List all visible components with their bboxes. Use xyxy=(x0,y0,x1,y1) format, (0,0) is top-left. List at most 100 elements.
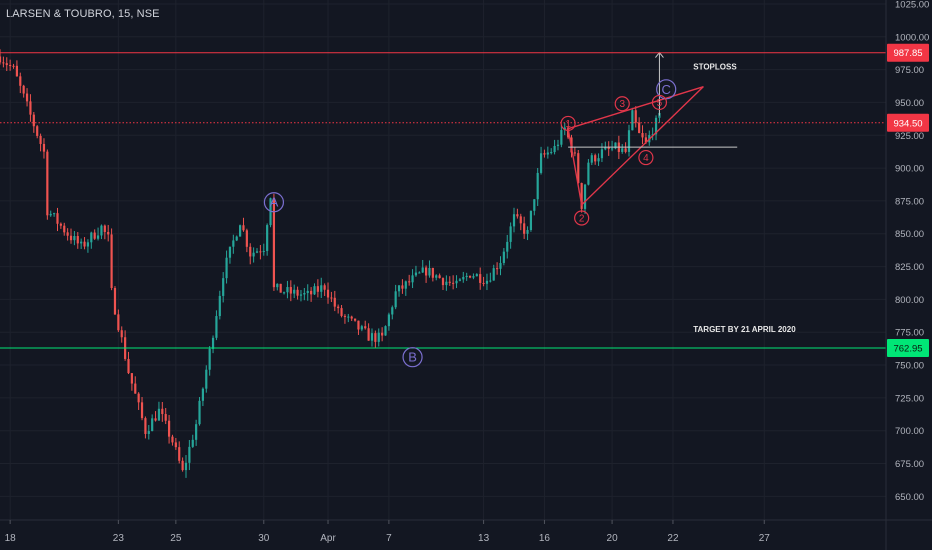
candle-body xyxy=(49,213,52,216)
candle-body xyxy=(5,63,8,66)
candle-body xyxy=(604,147,607,150)
candle-body xyxy=(184,462,188,471)
candle-body xyxy=(255,251,259,253)
candle-body xyxy=(394,291,397,308)
candle-body xyxy=(266,225,269,251)
price-tag xyxy=(887,43,929,62)
candle-body xyxy=(225,257,228,279)
candle-body xyxy=(39,135,42,144)
wave-label: 2 xyxy=(579,213,585,224)
candle-body xyxy=(178,447,181,461)
chart-title: LARSEN & TOUBRO, 15, NSE xyxy=(6,8,160,20)
candle-body xyxy=(387,314,390,327)
candle-body xyxy=(235,236,238,241)
candle-body xyxy=(421,267,424,273)
x-tick-label: 27 xyxy=(759,533,771,544)
wave-label-circle xyxy=(263,192,285,213)
candle-body xyxy=(452,282,455,284)
x-tick-label: 18 xyxy=(5,533,17,544)
candle-body xyxy=(282,292,286,294)
candle-body xyxy=(364,326,367,329)
y-tick-label: 875.00 xyxy=(895,196,924,207)
x-tick-label: Apr xyxy=(320,533,336,544)
candle-body xyxy=(624,148,627,152)
wave-label-circle xyxy=(560,115,576,132)
candle-body xyxy=(485,280,489,284)
candle-body xyxy=(651,134,654,136)
candle-body xyxy=(110,234,113,289)
candle-body xyxy=(147,431,150,434)
candle-body xyxy=(238,225,242,237)
candle-body xyxy=(462,277,465,280)
candle-body xyxy=(313,286,316,295)
candle-body xyxy=(303,292,306,295)
candle-body xyxy=(299,294,303,296)
candle-body xyxy=(130,373,133,384)
y-tick-label: 1000.00 xyxy=(895,32,929,43)
candle-body xyxy=(404,281,407,289)
wave-label-circle xyxy=(574,210,590,226)
candle-body xyxy=(19,76,22,86)
x-tick-label: 20 xyxy=(607,533,619,544)
price-tag-label: 934.50 xyxy=(893,118,922,129)
candle-body xyxy=(489,280,492,282)
candle-body xyxy=(171,436,174,443)
candle-body xyxy=(252,252,255,257)
candle-body xyxy=(161,408,164,415)
candle-body xyxy=(215,316,218,338)
candle-body xyxy=(36,126,39,136)
candle-body xyxy=(9,65,12,67)
y-tick-label: 725.00 xyxy=(895,393,924,404)
candle-body xyxy=(468,275,472,278)
candle-body xyxy=(326,289,330,298)
candle-body xyxy=(228,246,232,258)
candle-body xyxy=(205,369,208,389)
candle-body xyxy=(137,393,140,403)
candle-body xyxy=(597,158,600,162)
candle-body xyxy=(479,274,482,283)
candle-body xyxy=(310,290,313,295)
candle-body xyxy=(83,241,86,247)
candle-body xyxy=(76,236,79,244)
candle-body xyxy=(134,383,137,394)
candle-body xyxy=(644,137,648,143)
y-tick-label: 825.00 xyxy=(895,262,924,273)
candle-body xyxy=(397,285,401,292)
y-tick-label: 700.00 xyxy=(895,426,924,437)
candle-body xyxy=(218,295,221,317)
candle-body xyxy=(289,287,292,294)
candle-body xyxy=(631,110,634,131)
candle-body xyxy=(482,282,485,284)
price-tags: 987.85 934.50 762.95 xyxy=(887,43,929,358)
candle-body xyxy=(509,226,512,242)
y-tick-label: 925.00 xyxy=(895,131,924,142)
candle-body xyxy=(590,155,593,163)
wave-label: 1 xyxy=(565,119,571,130)
wedge-pattern xyxy=(567,85,704,207)
candle-body xyxy=(455,280,458,284)
candle-body xyxy=(245,230,248,247)
candle-body xyxy=(120,330,123,338)
candle-body xyxy=(654,117,658,135)
candle-body xyxy=(191,439,194,447)
candle-body xyxy=(107,231,110,235)
candle-body xyxy=(330,297,333,299)
candle-body xyxy=(96,235,100,239)
candle-body xyxy=(543,153,546,155)
candle-body xyxy=(167,420,171,437)
y-tick-label: 800.00 xyxy=(895,295,924,306)
candle-body xyxy=(560,130,563,145)
candle-body xyxy=(117,314,120,331)
candle-body xyxy=(0,56,2,63)
candle-body xyxy=(465,275,468,278)
candle-body xyxy=(12,65,15,67)
candle-body xyxy=(316,286,319,292)
wave-labels: A B C 1 2 3 4 5 xyxy=(263,79,677,368)
candle-body xyxy=(435,275,438,278)
candle-body xyxy=(100,225,103,236)
candle-body xyxy=(418,272,421,274)
candle-body xyxy=(293,289,296,294)
candle-body xyxy=(90,232,93,243)
